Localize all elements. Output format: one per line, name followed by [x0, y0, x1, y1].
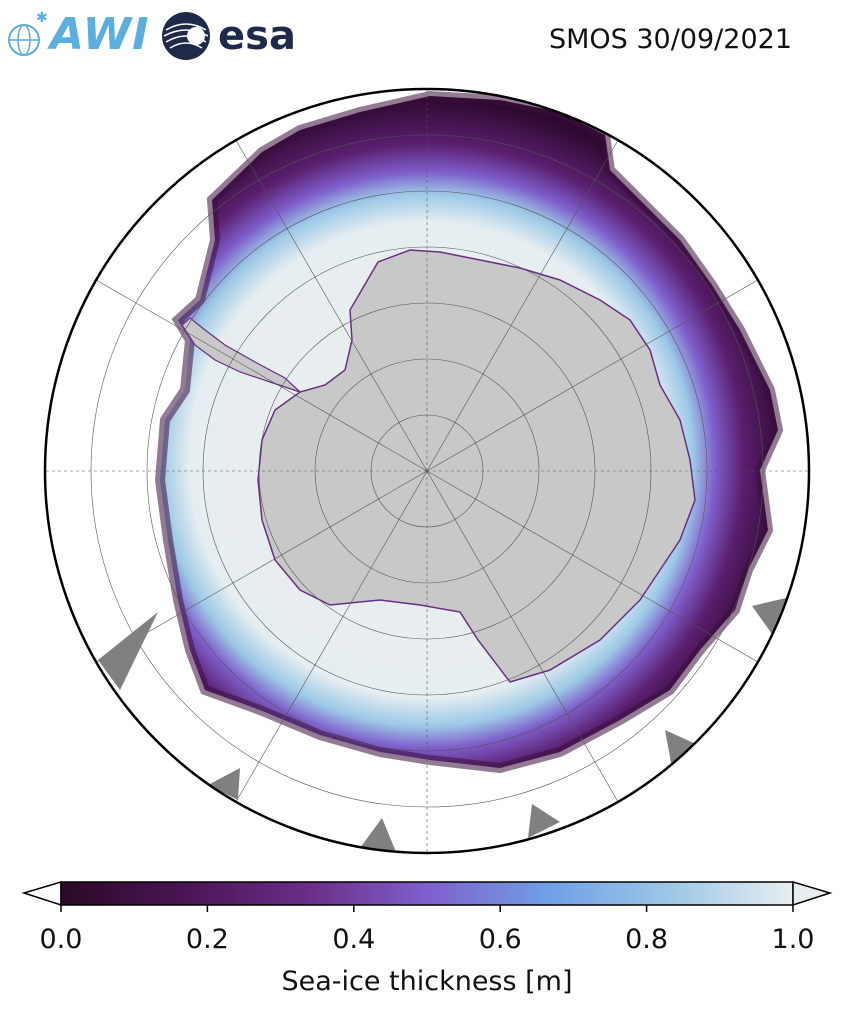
colorbar-tick-label: 0.8 — [625, 924, 669, 955]
meridian-line — [426, 124, 628, 472]
colorbar-tick-label: 1.0 — [771, 924, 815, 955]
no-data-regions — [98, 598, 786, 852]
logo-group: ✱ AWI esa — [6, 6, 306, 66]
awi-logo-text: AWI — [50, 9, 150, 60]
colorbar-extend-low — [21, 880, 62, 907]
meridian-line — [426, 470, 774, 672]
meridian-line — [80, 270, 428, 472]
antarctic-sea-ice-map — [43, 87, 811, 855]
esa-logo-icon — [162, 12, 210, 60]
map-boundary — [43, 87, 811, 855]
antarctic-peninsula — [181, 317, 301, 393]
esa-logo-text: esa — [218, 13, 296, 59]
meridians — [45, 89, 809, 853]
colorbar-tick-label: 0.2 — [185, 924, 229, 955]
colorbar-tick-label: 0.6 — [478, 924, 522, 955]
colorbar-ticks — [60, 905, 794, 912]
colorbar-label: Sea-ice thickness [m] — [281, 966, 573, 997]
meridian-line — [426, 470, 628, 818]
colorbar — [21, 880, 833, 912]
meridian-line — [226, 124, 428, 472]
map-title: SMOS 30/09/2021 — [548, 24, 792, 55]
colorbar-tick-label: 0.0 — [39, 924, 83, 955]
colorbar-tick-label: 0.4 — [332, 924, 376, 955]
meridian-line — [426, 270, 774, 472]
meridian-line — [226, 470, 428, 818]
awi-logo-icon: ✱ — [8, 10, 48, 56]
thin-ice-fringe — [154, 90, 784, 774]
svg-text:✱: ✱ — [36, 10, 48, 26]
colorbar-extend-high — [792, 880, 833, 907]
colorbar-gradient — [60, 881, 794, 906]
